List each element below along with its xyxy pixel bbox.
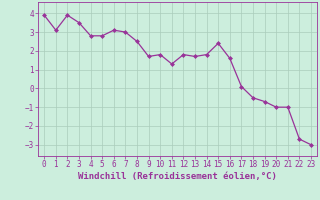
X-axis label: Windchill (Refroidissement éolien,°C): Windchill (Refroidissement éolien,°C) (78, 172, 277, 181)
